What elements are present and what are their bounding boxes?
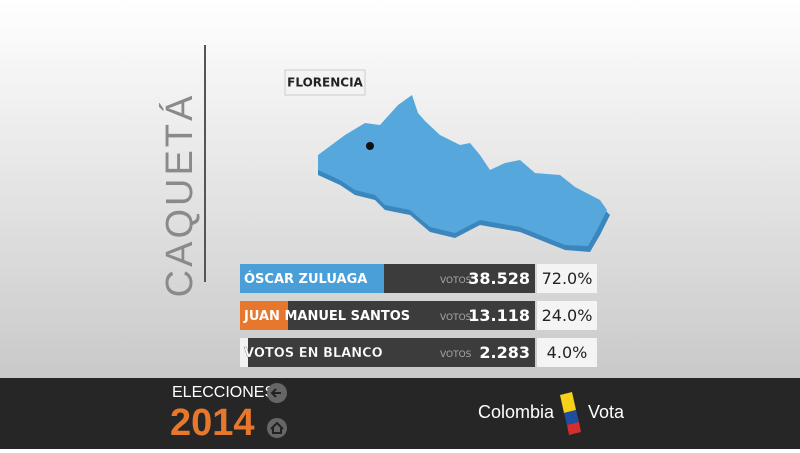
map <box>318 95 610 252</box>
share-box <box>537 301 597 330</box>
share-label: 72.0% <box>542 269 593 288</box>
share-box <box>537 338 597 367</box>
votes-label: VOTOS <box>440 276 472 286</box>
row-background <box>240 301 535 330</box>
footer-label: ELECCIONES <box>172 384 275 401</box>
candidate-name: VOTOS EN BLANCO <box>244 346 383 361</box>
votes-label: VOTOS <box>440 350 472 360</box>
brand-suffix: Vota <box>588 402 625 422</box>
brand: Colombia <box>478 402 555 422</box>
footer <box>0 378 800 449</box>
home-button[interactable] <box>267 418 287 438</box>
city-box <box>284 69 366 96</box>
brand-logo <box>560 392 581 435</box>
candidate-name: ÓSCAR ZULUAGA <box>244 271 367 287</box>
footer-year: 2014 <box>170 402 255 444</box>
votes: 13.118 <box>468 306 530 325</box>
share-bar <box>240 301 288 330</box>
back-icon <box>270 388 281 398</box>
votes-label: VOTOS <box>440 313 472 323</box>
city: FLORENCIA <box>287 76 363 90</box>
share-box <box>537 264 597 293</box>
region: CAQUETÁ <box>158 93 201 298</box>
votes: 2.283 <box>479 343 530 362</box>
home-icon <box>270 421 284 434</box>
share-bar <box>240 264 384 293</box>
share-label: 24.0% <box>542 306 593 325</box>
candidate-name: JUAN MANUEL SANTOS <box>243 309 410 324</box>
votes: 38.528 <box>468 269 530 288</box>
row-background <box>240 338 535 367</box>
share-label: 4.0% <box>547 343 588 362</box>
share-bar <box>240 338 248 367</box>
